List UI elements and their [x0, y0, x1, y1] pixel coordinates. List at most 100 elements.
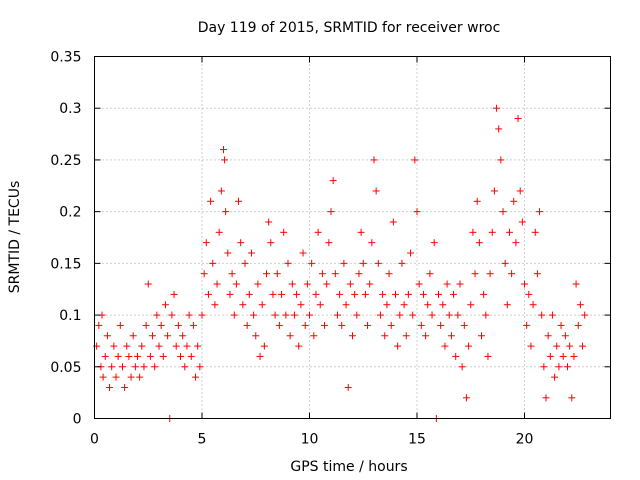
- plot-frame: [94, 56, 611, 419]
- data-point: [235, 197, 243, 205]
- data-point: [263, 270, 270, 278]
- data-point: [114, 352, 122, 360]
- data-point: [514, 115, 522, 123]
- data-point: [129, 332, 137, 340]
- y-tick-label: 0.25: [50, 153, 81, 169]
- data-point: [220, 146, 227, 154]
- data-point: [278, 290, 286, 298]
- data-point: [409, 311, 417, 319]
- data-point: [127, 373, 135, 381]
- data-point: [232, 280, 240, 288]
- data-point: [389, 218, 397, 226]
- data-point: [379, 290, 387, 298]
- data-point: [224, 249, 232, 257]
- data-point: [480, 290, 488, 298]
- data-point: [282, 311, 290, 319]
- data-point: [329, 177, 337, 185]
- data-point: [222, 208, 230, 216]
- data-point: [473, 197, 481, 205]
- data-point: [134, 352, 141, 360]
- data-point: [260, 342, 268, 350]
- data-point: [336, 290, 344, 298]
- y-tick-label: 0.2: [59, 205, 81, 221]
- data-point: [450, 290, 458, 298]
- data-point: [342, 301, 350, 309]
- data-point: [123, 342, 131, 350]
- data-point: [344, 383, 352, 391]
- data-point: [551, 373, 559, 381]
- data-point: [273, 270, 281, 278]
- data-point: [189, 321, 197, 329]
- y-tick-label: 0.1: [59, 308, 81, 324]
- data-point: [303, 280, 311, 288]
- data-point: [400, 301, 408, 309]
- data-point: [293, 290, 301, 298]
- data-point: [497, 156, 505, 164]
- data-point: [116, 321, 124, 329]
- data-point: [413, 208, 421, 216]
- data-point: [125, 352, 133, 360]
- data-point: [290, 311, 298, 319]
- data-point: [374, 259, 382, 267]
- data-point: [394, 342, 402, 350]
- data-point: [228, 270, 236, 278]
- data-point: [419, 290, 427, 298]
- data-point: [327, 208, 335, 216]
- data-points: [93, 104, 589, 422]
- data-point: [172, 342, 180, 350]
- data-point: [387, 321, 395, 329]
- data-point: [407, 249, 415, 257]
- data-point: [402, 332, 410, 340]
- data-point: [566, 342, 574, 350]
- data-point: [275, 321, 283, 329]
- data-point: [462, 394, 470, 402]
- data-point: [422, 332, 430, 340]
- y-tick-label: 0.35: [50, 50, 81, 66]
- data-point: [469, 228, 477, 236]
- data-point: [447, 332, 455, 340]
- data-point: [321, 321, 329, 329]
- data-point: [529, 301, 537, 309]
- data-point: [101, 352, 109, 360]
- x-axis-title: GPS time / hours: [290, 459, 407, 475]
- data-point: [299, 249, 307, 257]
- data-point: [564, 363, 571, 371]
- data-point: [217, 187, 225, 195]
- data-point: [493, 104, 501, 112]
- data-point: [428, 311, 436, 319]
- data-point: [454, 311, 462, 319]
- data-point: [396, 311, 404, 319]
- chart-title: Day 119 of 2015, SRMTID for receiver wro…: [198, 20, 501, 36]
- data-point: [361, 290, 369, 298]
- data-point: [256, 352, 264, 360]
- data-point: [486, 270, 494, 278]
- x-tick-label: 5: [198, 432, 207, 448]
- data-point: [247, 249, 255, 257]
- data-point: [338, 321, 346, 329]
- data-point: [392, 290, 399, 298]
- x-axis-ticks: 0 5 10 15 20: [90, 56, 533, 448]
- data-point: [118, 363, 126, 371]
- data-point: [142, 321, 150, 329]
- data-point: [540, 363, 548, 371]
- data-point: [561, 332, 569, 340]
- data-point: [523, 321, 531, 329]
- data-point: [512, 239, 520, 247]
- data-point: [445, 311, 453, 319]
- data-point: [110, 342, 118, 350]
- data-point: [574, 321, 582, 329]
- data-point: [194, 342, 202, 350]
- data-point: [542, 394, 550, 402]
- data-point: [243, 321, 251, 329]
- data-point: [349, 332, 356, 340]
- data-point: [284, 259, 292, 267]
- y-tick-label: 0.15: [50, 256, 81, 272]
- data-point: [576, 301, 584, 309]
- data-point: [306, 311, 313, 319]
- data-point: [439, 301, 447, 309]
- data-point: [430, 239, 438, 247]
- data-point: [250, 311, 258, 319]
- data-point: [301, 321, 309, 329]
- data-point: [202, 239, 210, 247]
- data-point: [103, 332, 111, 340]
